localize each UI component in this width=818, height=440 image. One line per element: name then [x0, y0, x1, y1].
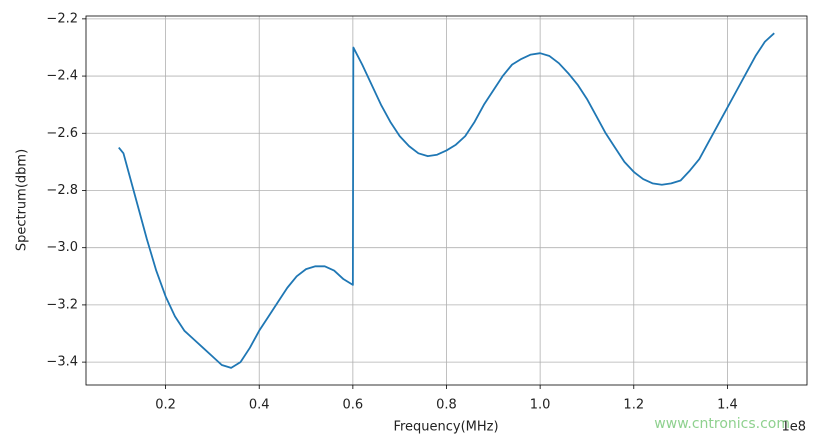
watermark: www.cntronics.com [654, 416, 790, 432]
x-tick-label: 1.4 [717, 398, 738, 413]
y-tick-label: −2.8 [46, 183, 78, 198]
y-tick-label: −3.0 [46, 240, 78, 255]
x-tick-label: 0.2 [155, 398, 176, 413]
x-offset-label: 1e8 [781, 420, 806, 435]
x-tick-label: 0.4 [249, 398, 270, 413]
x-axis-label: Frequency(MHz) [393, 420, 498, 435]
x-tick-label: 1.0 [530, 398, 551, 413]
y-tick-label: −3.2 [46, 297, 78, 312]
plot-frame [85, 15, 808, 386]
y-tick-label: −3.4 [46, 355, 78, 370]
data-line [118, 32, 775, 369]
x-tick-label: 1.2 [623, 398, 644, 413]
y-axis-label: Spectrum(dbm) [15, 149, 30, 251]
y-tick-label: −2.6 [46, 126, 78, 141]
x-tick-label: 0.6 [343, 398, 364, 413]
y-tick-label: −2.2 [46, 11, 78, 26]
x-tick-label: 0.8 [436, 398, 457, 413]
y-tick-label: −2.4 [46, 69, 78, 84]
